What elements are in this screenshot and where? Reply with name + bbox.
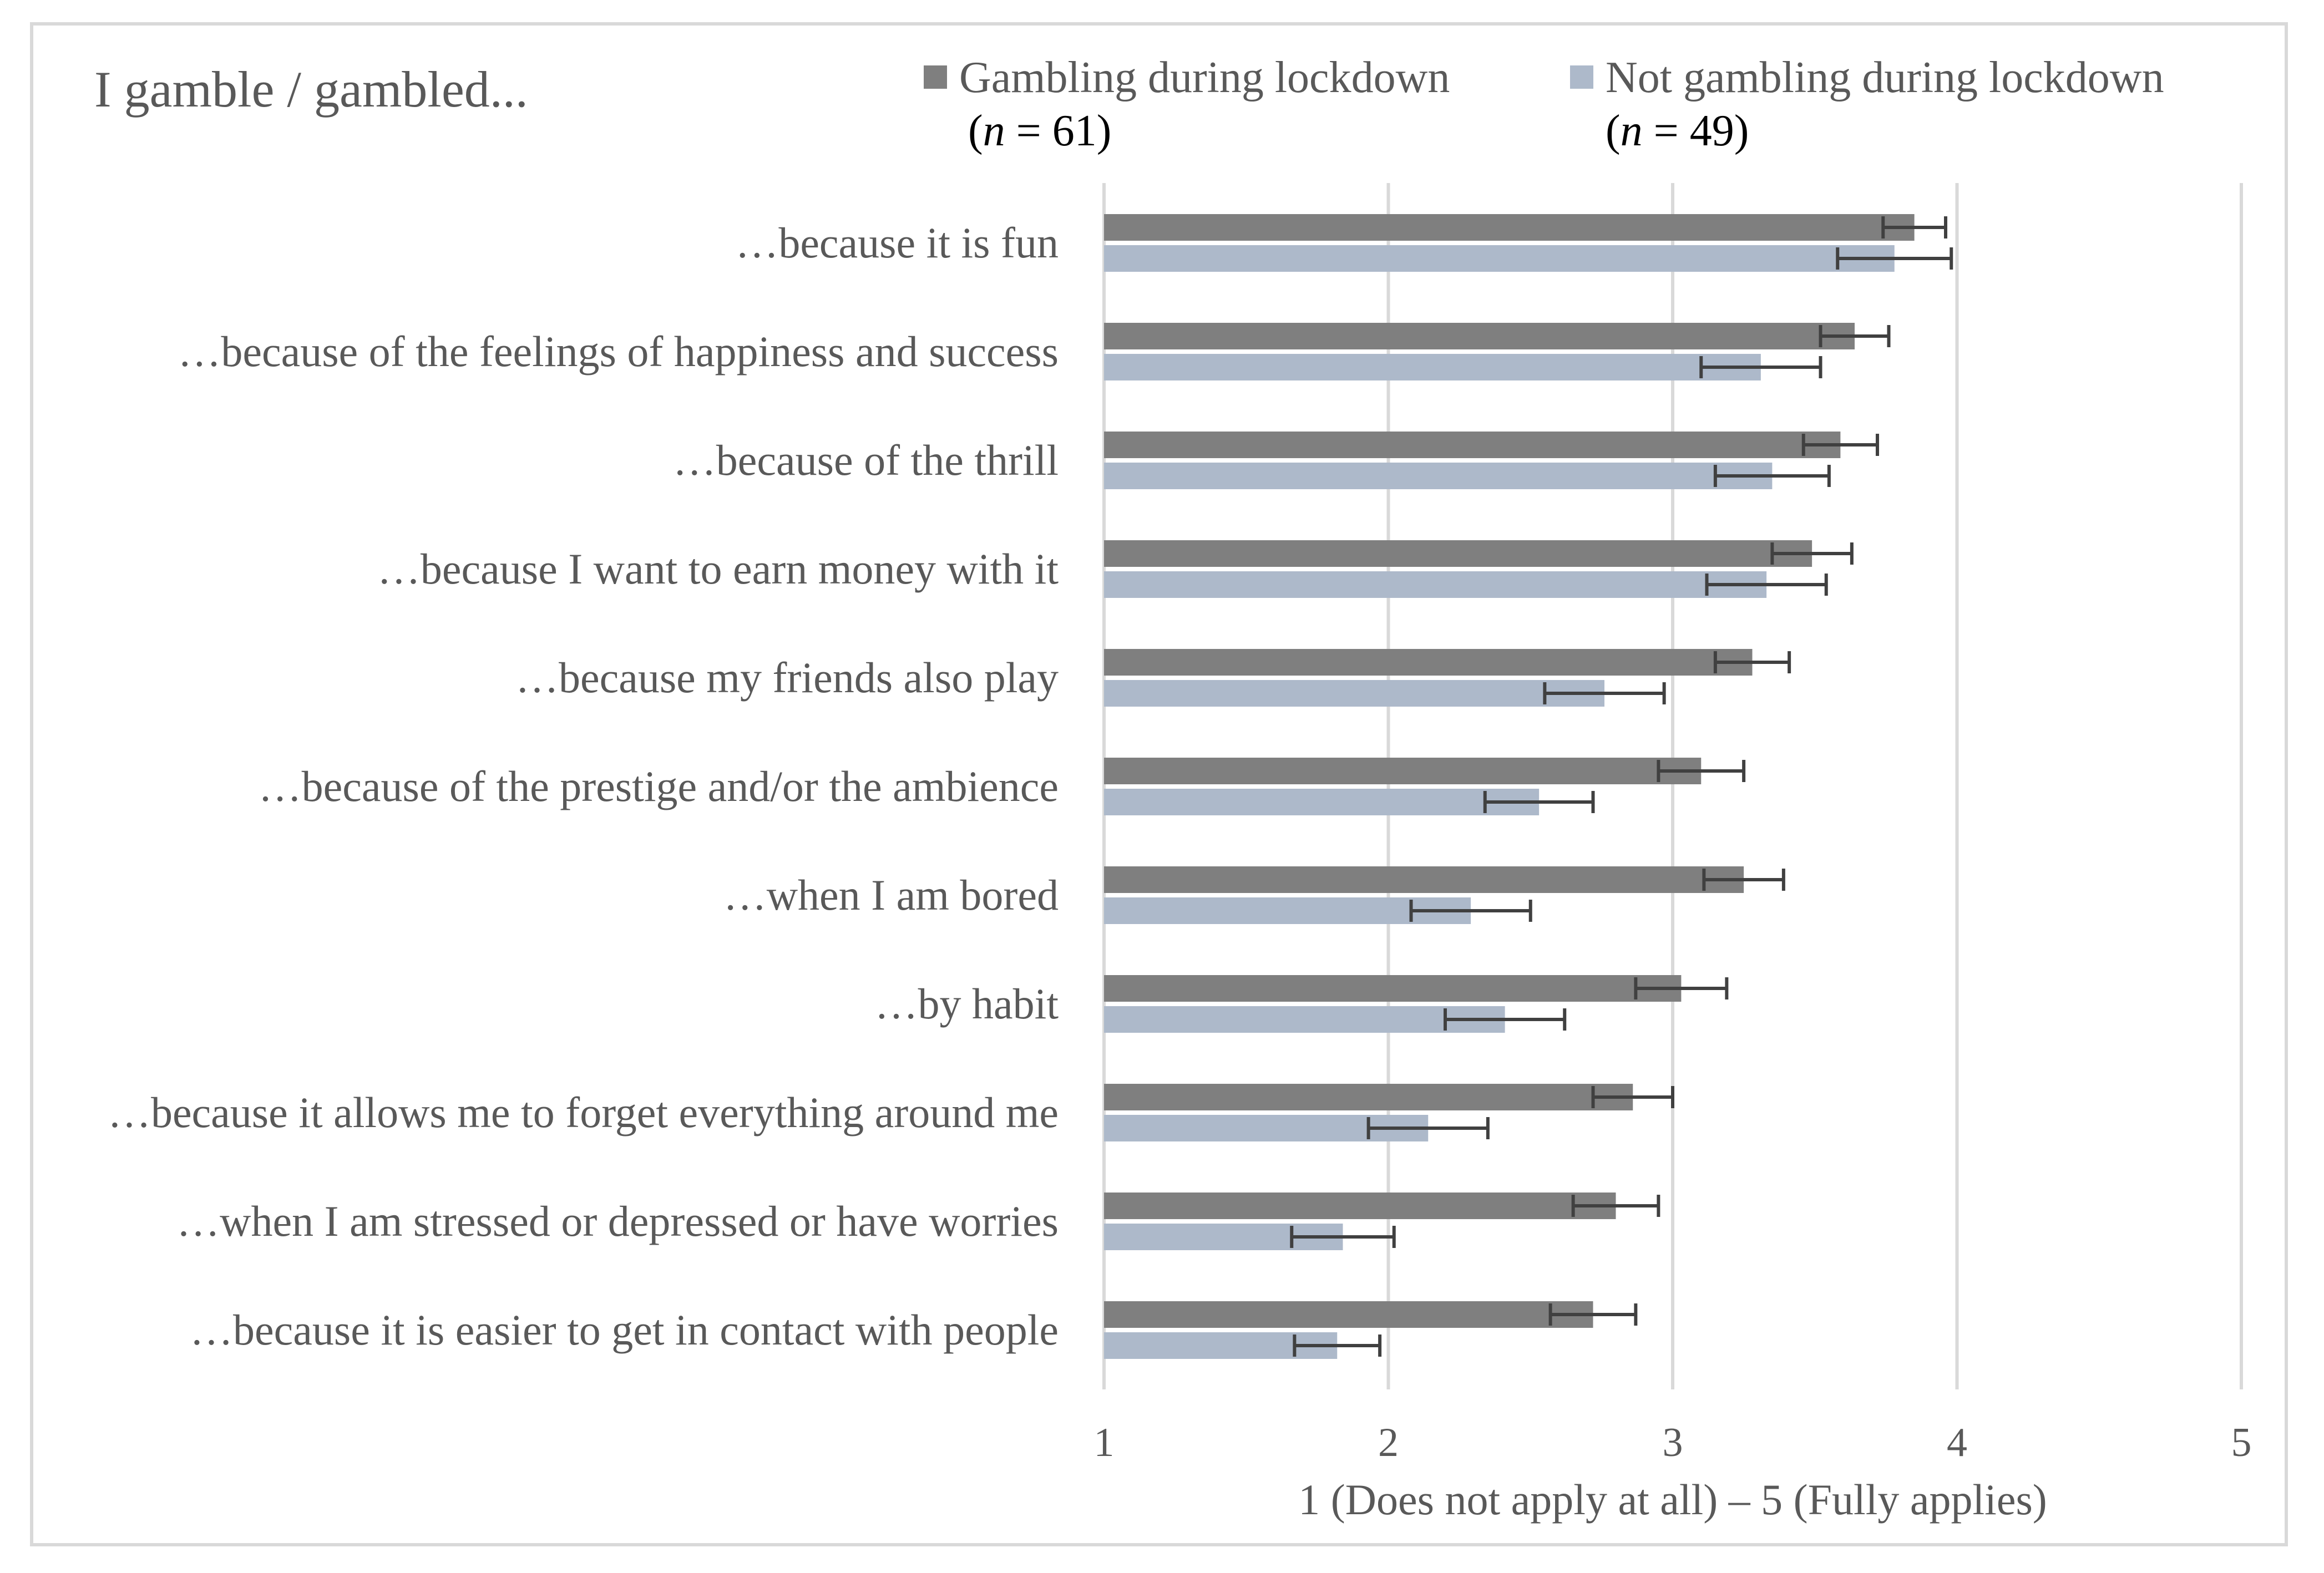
x-tick-label-3: 3 [1663,1420,1683,1465]
bar-0-3 [1104,540,1812,567]
bar-1-2 [1104,463,1773,489]
x-tick-label-4: 4 [1947,1420,1967,1465]
x-tick-label-5: 5 [2231,1420,2252,1465]
category-label-10: …because it is easier to get in contact … [190,1306,1059,1354]
bar-0-2 [1104,432,1841,458]
bar-1-5 [1104,789,1540,815]
category-label-6: …when I am bored [723,871,1059,919]
category-label-1: …because of the feelings of happiness an… [178,327,1059,376]
category-label-0: …because it is fun [735,219,1059,267]
legend-swatch-not-gambling [1570,65,1593,89]
category-label-8: …because it allows me to forget everythi… [108,1088,1059,1136]
bar-1-3 [1104,571,1767,598]
legend-n-value-gambling: 61 [1052,106,1097,155]
legend-swatch-gambling [924,65,947,89]
bar-0-6 [1104,866,1744,893]
bar-0-4 [1104,649,1753,676]
bar-0-9 [1104,1193,1616,1219]
category-label-2: …because of the thrill [673,436,1059,484]
legend-entry-not-gambling: Not gambling during lockdown (n = 49) [1570,51,2164,158]
bar-0-7 [1104,975,1682,1002]
bar-0-10 [1104,1301,1593,1328]
category-label-3: …because I want to earn money with it [377,545,1059,593]
chart-frame [30,22,2288,1546]
legend-n-value-not-gambling: 49 [1689,106,1734,155]
category-label-7: …by habit [875,980,1059,1028]
x-axis-title: 1 (Does not apply at all) – 5 (Fully app… [1298,1475,2047,1524]
bar-0-0 [1104,214,1915,241]
category-label-4: …because my friends also play [515,653,1059,702]
bar-1-0 [1104,245,1895,272]
legend-entry-gambling: Gambling during lockdown (n = 61) [924,51,1450,158]
bar-1-7 [1104,1006,1505,1033]
legend-label-not-gambling: Not gambling during lockdown [1606,53,2164,102]
x-tick-label-2: 2 [1378,1420,1399,1465]
chart-title: I gamble / gambled... [94,61,528,118]
bar-1-1 [1104,354,1761,380]
bar-0-8 [1104,1084,1633,1110]
legend-label-gambling: Gambling during lockdown [959,53,1450,102]
legend-n-gambling: (n = 61) [968,106,1112,155]
bar-0-1 [1104,323,1855,349]
x-tick-label-1: 1 [1094,1420,1115,1465]
legend-n-not-gambling: (n = 49) [1606,106,1749,155]
category-label-9: …when I am stressed or depressed or have… [176,1197,1059,1245]
bar-0-5 [1104,758,1702,784]
bar-1-4 [1104,680,1604,707]
category-label-5: …because of the prestige and/or the ambi… [259,762,1059,810]
